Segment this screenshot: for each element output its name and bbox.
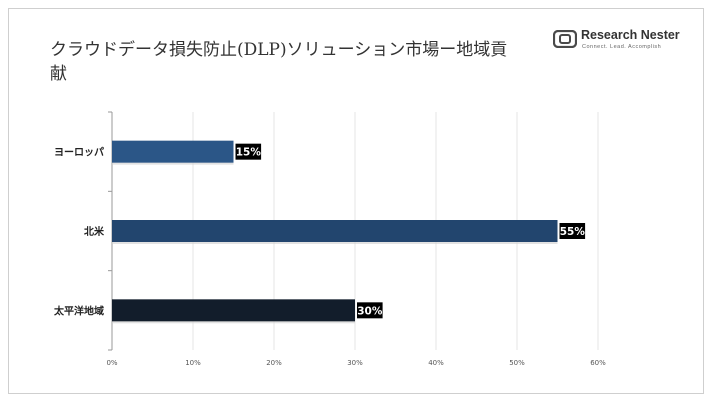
data-label-bg	[559, 223, 586, 239]
data-label: 30%	[357, 305, 383, 317]
x-tick-label: 50%	[509, 359, 525, 367]
chart-title: クラウドデータ損失防止(DLP)ソリューション市場ー地域貢献	[50, 40, 508, 84]
x-tick-label: 30%	[347, 359, 363, 367]
data-label-bg	[235, 143, 262, 160]
logo-icon	[553, 30, 577, 48]
bar	[112, 299, 355, 322]
data-label: 15%	[236, 147, 262, 159]
bar	[112, 140, 234, 163]
category-label: ヨーロッパ	[54, 147, 104, 159]
x-tick-label: 60%	[590, 359, 606, 367]
x-tick-label: 0%	[106, 359, 117, 367]
logo-name: Research Nester	[581, 28, 680, 42]
data-label-bg	[357, 302, 383, 319]
chart-frame	[8, 8, 704, 394]
x-tick-label: 10%	[185, 359, 201, 367]
x-tick-label: 20%	[266, 359, 282, 367]
category-label: 北米	[84, 225, 105, 238]
bar	[112, 220, 558, 242]
logo-tagline: Connect. Lead. Accomplish	[582, 44, 662, 50]
x-tick-label: 40%	[428, 359, 444, 367]
data-label: 55%	[560, 226, 586, 238]
category-label: 太平洋地域	[53, 304, 104, 317]
